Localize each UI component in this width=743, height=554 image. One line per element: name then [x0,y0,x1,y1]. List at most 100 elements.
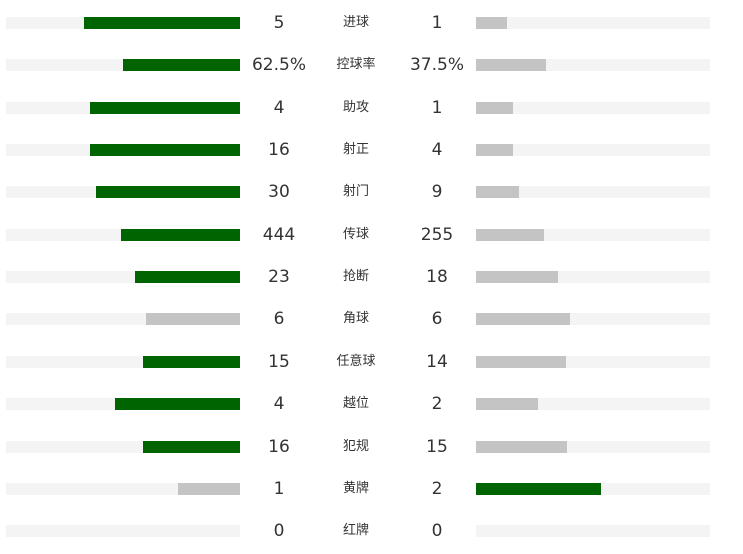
home-bar-fill [90,144,240,157]
stat-row: 15 任意球 14 [0,341,743,383]
away-value: 15 [426,436,448,457]
away-bar-track [476,17,710,29]
home-bar-fill [121,228,240,241]
away-bar-track [476,144,710,157]
stat-label: 越位 [342,396,369,412]
away-value: 9 [431,182,443,203]
stat-row: 4 越位 2 [0,383,743,425]
home-bar-track [6,186,240,199]
home-bar-track [6,440,240,453]
away-bar-fill [476,17,507,29]
home-bar-fill [146,313,240,326]
away-value: 0 [431,521,443,542]
home-bar-track [6,59,240,72]
stat-row: 444 传球 255 [0,214,743,256]
away-value: 255 [420,224,454,245]
home-value: 444 [262,224,296,245]
away-bar-fill [476,313,570,326]
stat-label: 控球率 [336,57,376,73]
home-bar-fill [123,59,240,72]
home-bar-fill [135,271,240,284]
away-bar-fill [476,59,546,72]
stat-label: 犯规 [342,438,369,454]
home-value: 15 [268,351,290,372]
home-bar-fill [90,101,240,114]
home-bar-fill [143,440,240,453]
home-value: 4 [273,97,285,118]
stat-row: 4 助攻 1 [0,87,743,129]
away-bar-track [476,482,710,495]
home-bar-fill [178,482,240,495]
home-value: 16 [268,436,290,457]
home-value: 5 [273,13,285,33]
home-bar-track [6,144,240,157]
home-value: 62.5% [251,55,306,76]
away-bar-fill [476,144,513,157]
home-value: 6 [273,309,285,330]
away-bar-track [476,355,710,368]
home-bar-fill [115,398,240,411]
stat-label: 助攻 [342,99,369,115]
away-value: 1 [431,13,443,33]
stat-row: 30 射门 9 [0,171,743,213]
away-bar-fill [476,271,558,284]
home-value: 4 [273,394,285,415]
home-bar-track [6,525,240,538]
stat-row: 6 角球 6 [0,298,743,340]
stat-label: 进球 [342,15,369,30]
away-value: 2 [431,394,443,415]
away-bar-track [476,59,710,72]
away-bar-track [476,525,710,538]
away-value: 2 [431,478,443,499]
home-bar-track [6,228,240,241]
home-value: 23 [268,267,290,288]
stat-label: 传球 [342,226,369,242]
home-bar-track [6,398,240,411]
stat-row: 0 红牌 0 [0,510,743,552]
home-bar-track [6,313,240,326]
away-value: 14 [426,351,448,372]
home-value: 0 [273,521,285,542]
away-bar-track [476,313,710,326]
home-bar-track [6,482,240,495]
home-value: 30 [268,182,290,203]
away-bar-fill [476,355,566,368]
stat-row: 16 犯规 15 [0,426,743,468]
away-value: 6 [431,309,443,330]
stat-label: 任意球 [336,353,376,369]
away-bar-track [476,440,710,453]
away-bar-fill [476,101,513,114]
home-value: 1 [273,478,285,499]
away-value: 18 [426,267,448,288]
away-bar-fill [476,228,544,241]
stat-row: 62.5% 控球率 37.5% [0,44,743,86]
stat-label: 角球 [342,311,369,327]
stat-label: 抢断 [342,269,369,285]
away-bar-track [476,101,710,114]
away-value: 37.5% [409,55,464,76]
home-bar-fill [143,355,240,368]
stat-row: 1 黄牌 2 [0,468,743,510]
away-bar-track [476,398,710,411]
home-bar-track [6,101,240,114]
stat-label: 黄牌 [342,480,369,496]
away-bar-fill [476,482,601,495]
away-bar-track [476,271,710,284]
home-bar-track [6,355,240,368]
away-bar-track [476,228,710,241]
away-bar-track [476,186,710,199]
away-bar-fill [476,440,567,453]
home-bar-fill [84,17,240,29]
stat-label: 射正 [342,142,369,158]
away-value: 1 [431,97,443,118]
stat-label: 红牌 [342,523,369,539]
away-bar-fill [476,186,519,199]
stat-row: 5 进球 1 [0,2,743,44]
stat-row: 23 抢断 18 [0,256,743,298]
home-value: 16 [268,140,290,161]
home-bar-track [6,17,240,29]
home-bar-track [6,271,240,284]
away-bar-fill [476,398,538,411]
stat-row: 16 射正 4 [0,129,743,171]
